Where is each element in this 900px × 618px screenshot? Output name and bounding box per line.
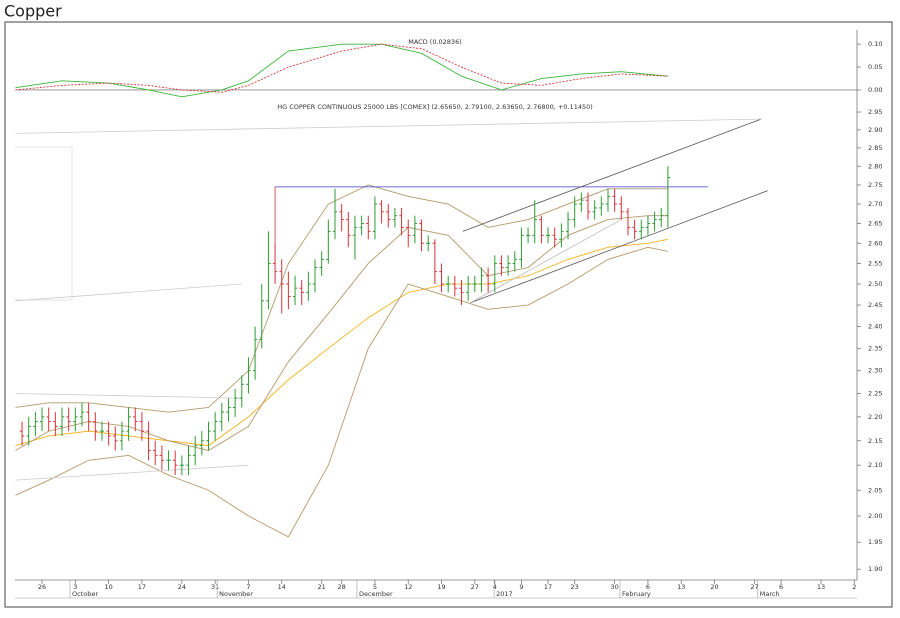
y-tick-label: 2.65 — [868, 219, 882, 227]
price-label: HG COPPER CONTINUOUS 25000 LBS [COMEX] (… — [277, 103, 593, 111]
x-tick-label: 23 — [571, 583, 579, 591]
trendline — [15, 393, 242, 399]
x-tick-label: 31 — [211, 583, 219, 591]
x-tick-label: 6 — [779, 583, 783, 591]
month-label: October — [72, 590, 98, 598]
y-tick-label: 2.75 — [868, 181, 882, 189]
y-tick-label: 0.00 — [868, 86, 882, 94]
month-label: March — [760, 590, 780, 598]
y-tick-label: 2.90 — [868, 126, 882, 134]
x-tick-label: 24 — [178, 583, 186, 591]
x-tick-label: 13 — [817, 583, 825, 591]
x-tick-label: 3 — [73, 583, 77, 591]
y-tick-label: 0.05 — [868, 63, 882, 71]
box-outline — [15, 146, 73, 301]
macd-line — [15, 43, 668, 93]
month-label: February — [622, 590, 651, 598]
month-label: December — [359, 590, 393, 598]
chart-title: Copper — [4, 2, 62, 21]
x-tick-label: 17 — [544, 583, 552, 591]
x-tick-label: 10 — [104, 583, 112, 591]
y-tick-label: 1.90 — [868, 565, 882, 573]
y-tick-label: 2.80 — [868, 162, 882, 170]
month-label: 2017 — [496, 590, 513, 598]
x-tick-label: 17 — [138, 583, 146, 591]
x-tick-label: 13 — [677, 583, 685, 591]
overlay-line — [15, 215, 668, 451]
x-tick-label: 27 — [750, 583, 758, 591]
month-label: November — [219, 590, 253, 598]
y-tick-label: 2.00 — [868, 512, 882, 520]
y-tick-label: 2.70 — [868, 200, 882, 208]
x-tick-label: 9 — [519, 583, 523, 591]
overlay-line — [15, 246, 668, 538]
y-tick-label: 2.55 — [868, 259, 882, 267]
macd-line — [15, 43, 668, 98]
y-tick-label: 2.50 — [868, 280, 882, 288]
y-tick-label: 2.95 — [868, 108, 882, 116]
x-tick-label: 6 — [646, 583, 650, 591]
x-tick-label: 2 — [852, 583, 856, 591]
trendline — [470, 190, 768, 304]
y-tick-label: 2.25 — [868, 390, 882, 398]
x-tick-label: 7 — [246, 583, 250, 591]
y-tick-label: 2.35 — [868, 344, 882, 352]
x-tick-label: 21 — [318, 583, 326, 591]
y-tick-label: 2.15 — [868, 437, 882, 445]
y-tick-label: 2.45 — [868, 301, 882, 309]
x-tick-label: 5 — [373, 583, 377, 591]
y-tick-label: 2.05 — [868, 486, 882, 494]
trendline — [15, 464, 249, 481]
y-tick-label: 2.85 — [868, 144, 882, 152]
y-tick-label: 2.10 — [868, 461, 882, 469]
overlay-line — [15, 238, 668, 447]
x-tick-label: 19 — [437, 583, 445, 591]
y-tick-label: 0.10 — [868, 40, 882, 48]
y-tick-label: 1.95 — [868, 538, 882, 546]
y-tick-label: 2.20 — [868, 413, 882, 421]
x-tick-label: 20 — [710, 583, 718, 591]
trendline — [15, 283, 242, 302]
x-tick-label: 28 — [338, 583, 346, 591]
x-tick-label: 26 — [38, 583, 46, 591]
y-tick-label: 2.40 — [868, 322, 882, 330]
x-tick-label: 12 — [404, 583, 412, 591]
x-tick-label: 4 — [493, 583, 497, 591]
x-tick-label: 14 — [278, 583, 286, 591]
x-tick-label: 30 — [610, 583, 618, 591]
frame — [4, 21, 893, 608]
y-tick-label: 2.60 — [868, 239, 882, 247]
trendline — [15, 118, 762, 134]
y-tick-label: 2.30 — [868, 367, 882, 375]
macd-label: MACD (0.02836) — [408, 38, 462, 46]
trendline — [469, 219, 622, 304]
x-tick-label: 27 — [471, 583, 479, 591]
trendline — [462, 118, 762, 232]
